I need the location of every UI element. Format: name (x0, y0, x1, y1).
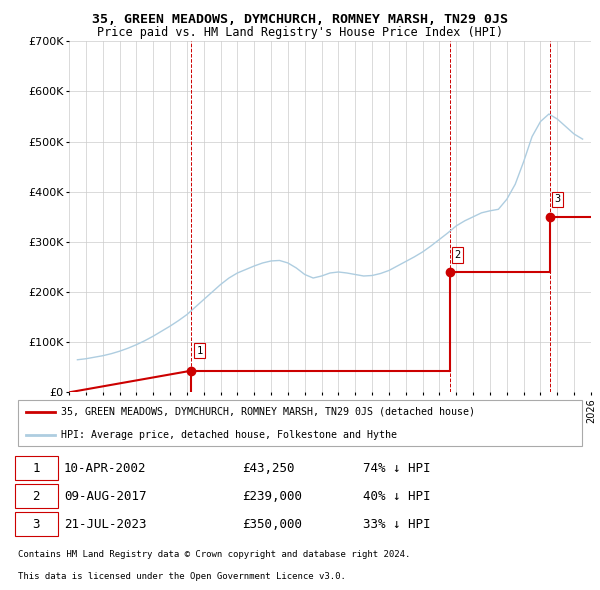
Text: This data is licensed under the Open Government Licence v3.0.: This data is licensed under the Open Gov… (18, 572, 346, 581)
Text: 40% ↓ HPI: 40% ↓ HPI (364, 490, 431, 503)
Text: 35, GREEN MEADOWS, DYMCHURCH, ROMNEY MARSH, TN29 0JS: 35, GREEN MEADOWS, DYMCHURCH, ROMNEY MAR… (92, 13, 508, 26)
FancyBboxPatch shape (18, 400, 582, 447)
Text: 10-APR-2002: 10-APR-2002 (64, 462, 146, 475)
Text: £350,000: £350,000 (242, 517, 302, 530)
Text: £239,000: £239,000 (242, 490, 302, 503)
Text: HPI: Average price, detached house, Folkestone and Hythe: HPI: Average price, detached house, Folk… (61, 430, 397, 440)
Text: 3: 3 (554, 194, 561, 204)
Text: 21-JUL-2023: 21-JUL-2023 (64, 517, 146, 530)
Text: £43,250: £43,250 (242, 462, 295, 475)
Text: 33% ↓ HPI: 33% ↓ HPI (364, 517, 431, 530)
FancyBboxPatch shape (15, 512, 58, 536)
Text: 2: 2 (32, 490, 40, 503)
Text: 1: 1 (32, 462, 40, 475)
Text: 74% ↓ HPI: 74% ↓ HPI (364, 462, 431, 475)
FancyBboxPatch shape (15, 484, 58, 509)
Text: 1: 1 (196, 346, 203, 356)
FancyBboxPatch shape (15, 456, 58, 480)
Text: Price paid vs. HM Land Registry's House Price Index (HPI): Price paid vs. HM Land Registry's House … (97, 26, 503, 39)
Text: 2: 2 (455, 250, 461, 260)
Text: Contains HM Land Registry data © Crown copyright and database right 2024.: Contains HM Land Registry data © Crown c… (18, 550, 410, 559)
Text: 09-AUG-2017: 09-AUG-2017 (64, 490, 146, 503)
Text: 35, GREEN MEADOWS, DYMCHURCH, ROMNEY MARSH, TN29 0JS (detached house): 35, GREEN MEADOWS, DYMCHURCH, ROMNEY MAR… (61, 407, 475, 417)
Text: 3: 3 (32, 517, 40, 530)
